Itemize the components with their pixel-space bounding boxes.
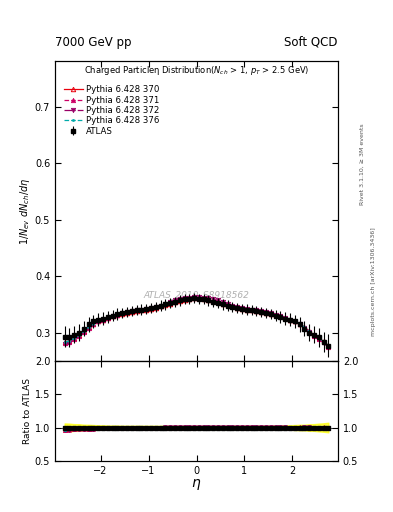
Pythia 6.428 370 bbox=[62, 338, 67, 345]
X-axis label: $\eta$: $\eta$ bbox=[191, 477, 202, 492]
Pythia 6.428 370 bbox=[268, 311, 273, 317]
Text: Rivet 3.1.10, ≥ 3M events: Rivet 3.1.10, ≥ 3M events bbox=[360, 123, 365, 205]
Pythia 6.428 372 bbox=[158, 303, 163, 309]
Pythia 6.428 376 bbox=[268, 311, 273, 317]
Line: Pythia 6.428 370: Pythia 6.428 370 bbox=[62, 296, 331, 348]
Pythia 6.428 370 bbox=[230, 303, 235, 309]
Line: Pythia 6.428 371: Pythia 6.428 371 bbox=[62, 295, 331, 349]
Pythia 6.428 370 bbox=[192, 295, 196, 301]
Line: Pythia 6.428 372: Pythia 6.428 372 bbox=[62, 295, 331, 350]
Pythia 6.428 370 bbox=[67, 338, 72, 344]
Pythia 6.428 372 bbox=[230, 303, 235, 309]
Y-axis label: $1/N_{ev}\ dN_{ch}/d\eta$: $1/N_{ev}\ dN_{ch}/d\eta$ bbox=[18, 177, 32, 245]
Pythia 6.428 372 bbox=[67, 340, 72, 346]
Pythia 6.428 370 bbox=[240, 306, 244, 312]
Pythia 6.428 371 bbox=[326, 344, 331, 350]
Pythia 6.428 371 bbox=[192, 294, 196, 301]
Pythia 6.428 370 bbox=[326, 343, 331, 349]
Line: Pythia 6.428 376: Pythia 6.428 376 bbox=[62, 296, 331, 348]
Pythia 6.428 371 bbox=[158, 303, 163, 309]
Pythia 6.428 376 bbox=[230, 303, 235, 309]
Text: mcplots.cern.ch [arXiv:1306.3436]: mcplots.cern.ch [arXiv:1306.3436] bbox=[371, 227, 376, 336]
Pythia 6.428 372 bbox=[268, 310, 273, 316]
Pythia 6.428 372 bbox=[326, 345, 331, 351]
Pythia 6.428 376 bbox=[192, 295, 196, 301]
Pythia 6.428 372 bbox=[240, 305, 244, 311]
Pythia 6.428 371 bbox=[268, 310, 273, 316]
Text: ATLAS_2010_S8918562: ATLAS_2010_S8918562 bbox=[143, 291, 250, 300]
Pythia 6.428 372 bbox=[192, 294, 196, 300]
Text: Soft QCD: Soft QCD bbox=[285, 36, 338, 49]
Pythia 6.428 376 bbox=[67, 338, 72, 344]
Pythia 6.428 371 bbox=[67, 339, 72, 346]
Legend: Pythia 6.428 370, Pythia 6.428 371, Pythia 6.428 372, Pythia 6.428 376, ATLAS: Pythia 6.428 370, Pythia 6.428 371, Pyth… bbox=[62, 84, 162, 137]
Pythia 6.428 376 bbox=[326, 343, 331, 349]
Pythia 6.428 376 bbox=[216, 299, 220, 305]
Y-axis label: Ratio to ATLAS: Ratio to ATLAS bbox=[23, 378, 32, 444]
Text: Charged Particle$\mathregular{\eta}$ Distribution($N_{ch}$ > 1, $p_T$ > 2.5 GeV): Charged Particle$\mathregular{\eta}$ Dis… bbox=[84, 65, 309, 77]
Pythia 6.428 371 bbox=[62, 340, 67, 347]
Pythia 6.428 371 bbox=[240, 305, 244, 311]
Pythia 6.428 371 bbox=[230, 303, 235, 309]
Pythia 6.428 376 bbox=[158, 303, 163, 309]
Pythia 6.428 370 bbox=[216, 299, 220, 305]
Pythia 6.428 371 bbox=[216, 298, 220, 304]
Pythia 6.428 372 bbox=[216, 297, 220, 304]
Pythia 6.428 376 bbox=[62, 338, 67, 345]
Pythia 6.428 372 bbox=[62, 341, 67, 347]
Pythia 6.428 370 bbox=[158, 303, 163, 309]
Pythia 6.428 376 bbox=[240, 306, 244, 312]
Text: 7000 GeV pp: 7000 GeV pp bbox=[55, 36, 132, 49]
